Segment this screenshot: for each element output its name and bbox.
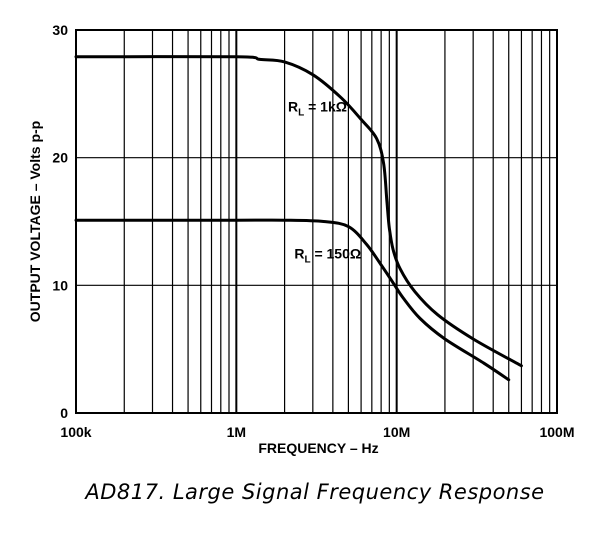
series-label-1k: RL = 1kΩ: [288, 99, 347, 119]
grid-lines: [76, 30, 557, 413]
x-tick-label: 100k: [60, 424, 91, 440]
y-tick-label: 0: [60, 405, 68, 421]
tick-labels: 0 10 20 30 100k 1M 10M 100M: [52, 22, 574, 440]
series-label-150-prefix: R: [294, 246, 304, 262]
series-label-150: RL = 150Ω: [294, 246, 361, 266]
y-tick-label: 10: [52, 277, 68, 293]
y-axis-label: OUTPUT VOLTAGE – Volts p-p: [27, 121, 43, 322]
x-tick-label: 10M: [383, 424, 410, 440]
x-tick-label: 1M: [227, 424, 246, 440]
series-label-1k-prefix: R: [288, 99, 298, 115]
series-label-150-subscript: L: [304, 255, 310, 266]
series-line-150: [74, 218, 511, 382]
y-tick-label: 30: [52, 22, 68, 38]
x-axis-label: FREQUENCY – Hz: [258, 440, 378, 456]
chart-caption: AD817. Large Signal Frequency Response: [83, 480, 544, 504]
series-line-1k: [74, 55, 523, 368]
series-label-150-rest: = 150Ω: [311, 246, 362, 262]
series-label-1k-rest: = 1kΩ: [304, 99, 347, 115]
series-lines: [74, 55, 523, 382]
y-tick-label: 20: [52, 150, 68, 166]
series-label-1k-subscript: L: [298, 108, 304, 119]
x-tick-label: 100M: [539, 424, 574, 440]
